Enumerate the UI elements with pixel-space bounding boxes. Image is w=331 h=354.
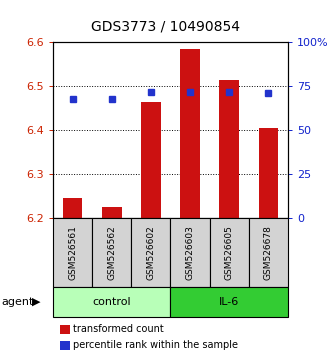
Bar — [170, 287, 288, 317]
Text: GSM526678: GSM526678 — [264, 225, 273, 280]
Bar — [259, 128, 278, 218]
Bar — [210, 218, 249, 287]
Bar — [180, 49, 200, 218]
Bar — [141, 102, 161, 218]
Bar — [131, 218, 170, 287]
Text: GSM526602: GSM526602 — [146, 225, 155, 280]
Text: percentile rank within the sample: percentile rank within the sample — [73, 340, 238, 350]
Bar — [53, 287, 170, 317]
Text: GSM526561: GSM526561 — [68, 225, 77, 280]
Bar — [249, 218, 288, 287]
Text: GSM526562: GSM526562 — [107, 225, 116, 280]
Bar — [219, 80, 239, 218]
Text: GSM526603: GSM526603 — [186, 225, 195, 280]
Text: agent: agent — [2, 297, 34, 307]
Text: GDS3773 / 10490854: GDS3773 / 10490854 — [91, 19, 240, 34]
Bar — [102, 207, 121, 218]
Bar — [170, 218, 210, 287]
Bar — [92, 218, 131, 287]
Text: GSM526605: GSM526605 — [225, 225, 234, 280]
Text: IL-6: IL-6 — [219, 297, 239, 307]
Text: ▶: ▶ — [32, 297, 41, 307]
Text: control: control — [92, 297, 131, 307]
Bar — [53, 218, 92, 287]
Bar — [63, 198, 82, 218]
Text: transformed count: transformed count — [73, 324, 164, 334]
